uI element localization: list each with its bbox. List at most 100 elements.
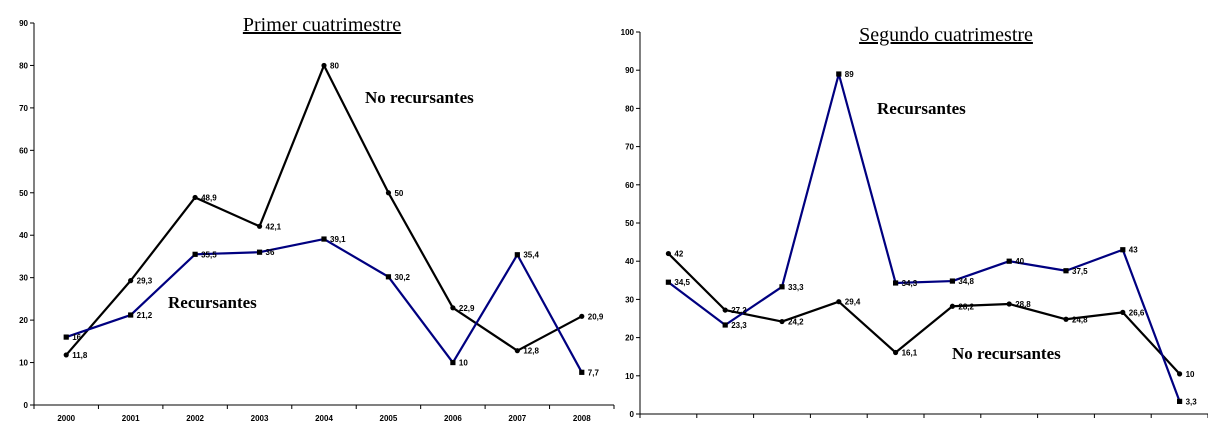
- y-tick-label: 100: [621, 28, 635, 37]
- series-annotation: No recursantes: [952, 344, 1061, 363]
- data-label: 35,4: [523, 251, 539, 260]
- data-label: 10: [1186, 370, 1195, 379]
- data-label: 20,9: [588, 312, 604, 321]
- data-point: [949, 278, 955, 284]
- data-point: [579, 369, 585, 375]
- data-label: 28,2: [958, 302, 974, 311]
- data-label: 23,3: [731, 321, 747, 330]
- data-point: [192, 251, 198, 257]
- y-tick-label: 60: [19, 146, 28, 155]
- y-tick-label: 50: [19, 189, 28, 198]
- data-point: [579, 313, 585, 319]
- series-annotation: Recursantes: [168, 293, 257, 312]
- data-label: 28,8: [1015, 300, 1031, 309]
- y-tick-label: 90: [625, 66, 634, 75]
- x-tick-label: 2000: [57, 414, 75, 423]
- data-label: 3,3: [1186, 397, 1198, 406]
- data-point: [321, 236, 327, 242]
- y-tick-label: 40: [625, 257, 634, 266]
- data-point: [1006, 301, 1012, 307]
- data-label: 10: [459, 359, 468, 368]
- data-point: [1177, 371, 1183, 377]
- data-point: [63, 352, 69, 358]
- data-point: [836, 299, 842, 305]
- y-tick-label: 30: [19, 274, 28, 283]
- y-tick-label: 50: [625, 219, 634, 228]
- data-label: 24,8: [1072, 315, 1088, 324]
- data-label: 34,3: [902, 279, 918, 288]
- data-label: 50: [394, 189, 403, 198]
- chart-title: Segundo cuatrimestre: [859, 24, 1033, 46]
- y-tick-label: 80: [625, 104, 634, 113]
- data-point: [128, 278, 134, 284]
- data-point: [949, 303, 956, 309]
- data-label: 21,2: [137, 311, 153, 320]
- data-label: 39,1: [330, 235, 346, 244]
- y-tick-label: 0: [630, 410, 635, 419]
- series-annotation: Recursantes: [877, 99, 966, 118]
- x-tick-label: 2005: [380, 414, 398, 423]
- data-point: [192, 194, 198, 201]
- x-tick-label: 2007: [508, 414, 526, 423]
- chart-title: Primer cuatrimestre: [243, 14, 401, 36]
- data-point: [665, 250, 672, 257]
- data-label: 24,2: [788, 318, 804, 327]
- x-tick-label: 2006: [444, 414, 462, 423]
- data-label: 29,4: [845, 298, 861, 307]
- data-label: 16: [72, 333, 81, 342]
- data-point: [893, 349, 899, 356]
- data-label: 22,9: [459, 304, 475, 313]
- x-tick-label: 2004: [315, 414, 333, 423]
- y-tick-label: 90: [19, 19, 28, 28]
- data-point: [1063, 268, 1069, 274]
- y-tick-label: 10: [625, 372, 634, 381]
- data-point: [1063, 316, 1069, 322]
- x-tick-label: 2008: [573, 414, 591, 423]
- data-label: 48,9: [201, 193, 217, 202]
- y-tick-label: 0: [24, 401, 29, 410]
- data-point: [321, 62, 327, 69]
- chart-segundo-cuatrimestre: Segundo cuatrimestre 0 10 20 30 40 50 60 70 80 90 1…: [621, 24, 1208, 419]
- data-label: 34,5: [674, 278, 690, 287]
- data-label: 33,3: [788, 283, 804, 292]
- data-label: 16,1: [902, 348, 918, 357]
- data-point: [385, 190, 392, 196]
- data-point: [63, 334, 69, 340]
- data-point: [256, 249, 263, 255]
- y-tick-label: 80: [19, 61, 28, 70]
- y-tick-label: 40: [19, 231, 28, 240]
- data-label: 36: [266, 248, 275, 257]
- data-point: [385, 274, 392, 280]
- data-label: 7,7: [588, 368, 600, 377]
- data-point: [893, 280, 899, 286]
- y-tick-label: 70: [625, 143, 634, 152]
- y-tick-label: 70: [19, 104, 28, 113]
- data-point: [256, 223, 263, 229]
- data-point: [779, 284, 785, 290]
- series-line-recursantes: [667, 72, 1181, 402]
- data-point: [1006, 258, 1012, 264]
- data-label: 35,5: [201, 250, 217, 259]
- data-point: [722, 307, 728, 313]
- data-label: 40: [1015, 257, 1024, 266]
- data-label: 11,8: [72, 351, 88, 360]
- data-point: [128, 312, 134, 318]
- data-label: 34,8: [958, 277, 974, 286]
- data-label: 42,1: [266, 222, 282, 231]
- data-label: 89: [845, 70, 854, 79]
- y-tick-label: 30: [625, 295, 634, 304]
- data-label: 42: [674, 250, 683, 259]
- data-point: [836, 71, 842, 77]
- data-point: [450, 359, 456, 366]
- series-line-recursantes: [65, 237, 583, 373]
- data-point: [450, 305, 456, 311]
- chart-primer-cuatrimestre: Primer cuatrimestre 0 10 20 30 40 50 60 70 80 90 20…: [19, 14, 615, 423]
- data-label: 80: [330, 61, 339, 70]
- data-label: 43: [1129, 246, 1138, 255]
- data-label: 37,5: [1072, 267, 1088, 276]
- x-tick-label: 2002: [186, 414, 204, 423]
- series-annotation: No recursantes: [365, 88, 474, 107]
- y-tick-label: 20: [19, 316, 28, 325]
- data-label: 30,2: [394, 273, 410, 282]
